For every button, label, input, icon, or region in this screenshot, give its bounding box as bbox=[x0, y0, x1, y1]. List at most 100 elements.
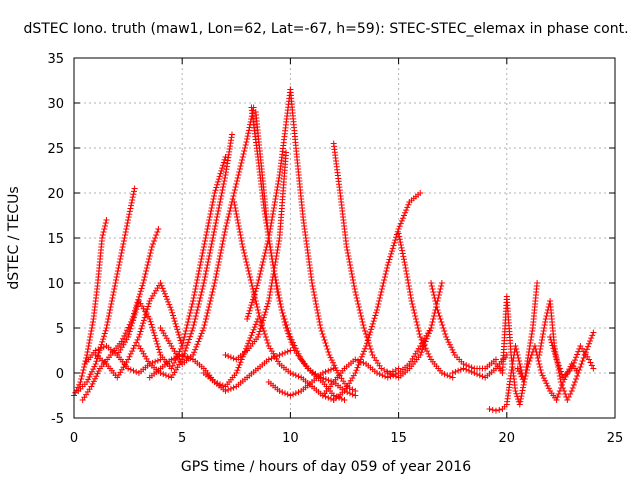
data-point bbox=[516, 401, 523, 408]
data-point bbox=[474, 371, 481, 378]
data-point bbox=[247, 274, 254, 280]
data-point bbox=[184, 319, 191, 325]
y-tick-label: -5 bbox=[51, 412, 64, 427]
data-point bbox=[286, 333, 293, 340]
data-point bbox=[245, 130, 252, 137]
data-point bbox=[517, 395, 524, 402]
data-point bbox=[544, 382, 551, 389]
data-point bbox=[555, 362, 562, 369]
data-point bbox=[146, 253, 153, 259]
data-point bbox=[318, 328, 325, 334]
data-point bbox=[552, 353, 559, 360]
data-point bbox=[545, 385, 552, 392]
data-point bbox=[423, 335, 430, 342]
data-point bbox=[590, 365, 597, 372]
data-point bbox=[215, 208, 222, 214]
data-point bbox=[322, 376, 329, 383]
y-tick-label: 15 bbox=[47, 232, 64, 247]
data-point bbox=[110, 289, 117, 295]
data-point bbox=[183, 345, 190, 352]
data-point bbox=[205, 259, 212, 265]
data-point bbox=[151, 332, 158, 339]
data-point bbox=[517, 364, 524, 370]
series-8 bbox=[157, 104, 257, 367]
data-point bbox=[399, 215, 406, 222]
data-point bbox=[138, 285, 145, 292]
data-point bbox=[401, 259, 408, 266]
data-point bbox=[244, 316, 251, 322]
data-point bbox=[211, 193, 218, 199]
data-point bbox=[249, 296, 256, 303]
data-point bbox=[275, 244, 282, 250]
data-point bbox=[408, 295, 415, 301]
data-point bbox=[353, 292, 360, 298]
data-point bbox=[109, 295, 116, 301]
data-point bbox=[356, 307, 363, 313]
data-point bbox=[311, 292, 318, 298]
data-point bbox=[282, 322, 289, 328]
data-point bbox=[137, 328, 144, 335]
data-point bbox=[122, 330, 129, 337]
data-point bbox=[136, 331, 143, 338]
data-point bbox=[449, 346, 456, 353]
data-point bbox=[358, 313, 365, 319]
data-point bbox=[262, 334, 269, 340]
data-point bbox=[324, 346, 331, 352]
data-point bbox=[371, 315, 378, 322]
data-point bbox=[137, 288, 144, 295]
data-point bbox=[442, 331, 449, 337]
data-point bbox=[168, 307, 175, 313]
data-point bbox=[359, 319, 366, 325]
data-point bbox=[113, 277, 120, 283]
data-point bbox=[444, 372, 451, 379]
data-point bbox=[284, 327, 291, 334]
data-point bbox=[132, 309, 139, 316]
data-point bbox=[199, 327, 206, 334]
y-axis-title: dSTEC / TECUs bbox=[6, 186, 22, 289]
data-point bbox=[209, 289, 216, 295]
data-point bbox=[211, 280, 218, 286]
series-14 bbox=[244, 86, 294, 322]
data-point bbox=[125, 214, 132, 221]
data-point bbox=[233, 370, 240, 376]
data-point bbox=[126, 211, 133, 218]
data-point bbox=[182, 328, 189, 334]
data-point bbox=[524, 364, 531, 370]
data-point bbox=[130, 317, 137, 324]
data-point bbox=[271, 199, 278, 205]
data-point bbox=[240, 151, 247, 157]
data-point bbox=[370, 318, 377, 325]
data-point bbox=[397, 220, 404, 227]
data-point bbox=[275, 181, 282, 187]
data-point bbox=[191, 292, 198, 298]
data-point bbox=[192, 346, 199, 353]
data-point bbox=[435, 292, 442, 298]
data-point bbox=[397, 239, 404, 246]
data-point bbox=[222, 388, 229, 394]
data-point bbox=[141, 314, 148, 321]
data-point bbox=[206, 250, 213, 256]
data-point bbox=[187, 333, 194, 340]
data-point bbox=[197, 333, 204, 340]
data-point bbox=[349, 274, 356, 280]
data-point bbox=[471, 370, 478, 376]
data-point bbox=[87, 334, 94, 340]
data-point bbox=[278, 304, 285, 310]
data-point bbox=[276, 388, 283, 394]
data-point bbox=[94, 370, 101, 377]
data-point bbox=[288, 339, 295, 346]
data-point bbox=[347, 265, 354, 271]
series-20 bbox=[395, 230, 456, 381]
data-point bbox=[243, 259, 250, 265]
data-point bbox=[292, 390, 299, 397]
data-point bbox=[281, 319, 288, 325]
data-point bbox=[273, 253, 280, 259]
data-point bbox=[104, 319, 111, 325]
data-point bbox=[275, 292, 282, 298]
data-point bbox=[262, 309, 269, 316]
data-point bbox=[199, 250, 206, 256]
data-point bbox=[223, 223, 230, 229]
data-point bbox=[536, 361, 543, 367]
data-point bbox=[390, 242, 397, 249]
data-point bbox=[320, 334, 327, 340]
